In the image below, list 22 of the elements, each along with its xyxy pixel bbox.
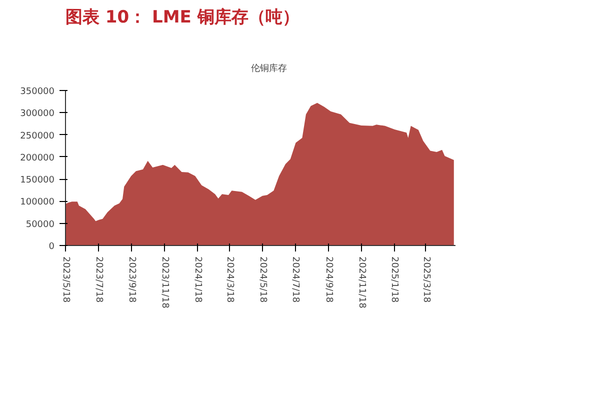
y-tick-label: 350000 <box>20 87 55 97</box>
y-tick-label: 0 <box>48 242 55 252</box>
y-tick-label: 300000 <box>20 109 55 120</box>
y-tick-label: 100000 <box>20 198 55 208</box>
x-tick-label: 2025/1/18 <box>389 256 400 303</box>
x-tick-label: 2025/3/18 <box>420 256 431 303</box>
x-tick-label: 2024/11/18 <box>356 256 366 309</box>
x-tick-label: 2024/3/18 <box>224 256 235 303</box>
x-tick-label: 2023/5/18 <box>60 256 70 303</box>
y-tick-label: 200000 <box>20 153 55 164</box>
x-tick-label: 2023/11/18 <box>159 256 170 309</box>
y-tick-label: 50000 <box>26 220 55 230</box>
x-tick-label: 2023/7/18 <box>93 256 104 303</box>
text: 伦铜库存 <box>251 62 287 75</box>
y-tick-label: 150000 <box>20 176 55 186</box>
x-tick-label: 2023/9/18 <box>126 256 137 303</box>
x-tick-label: 2024/5/18 <box>257 256 268 303</box>
x-tick-label: 2024/9/18 <box>324 256 334 303</box>
x-tick-label: 2024/7/18 <box>290 256 300 303</box>
x-tick-label: 2024/1/18 <box>192 256 202 303</box>
chart-title: 图表 10： LME 铜库存（吨） <box>66 8 300 28</box>
y-tick-label: 250000 <box>20 131 55 142</box>
